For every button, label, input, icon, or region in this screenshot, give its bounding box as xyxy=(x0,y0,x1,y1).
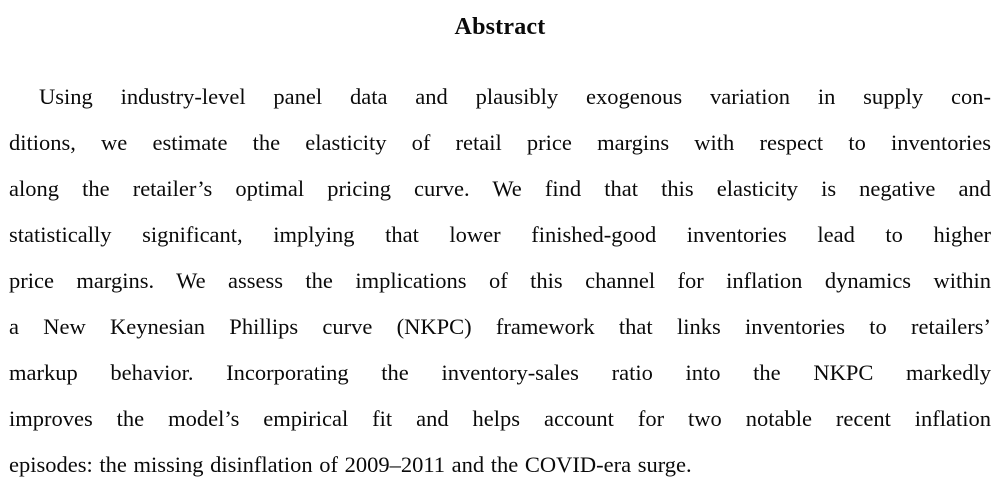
abstract-line: statistically significant, implying that… xyxy=(9,222,991,247)
abstract-line: along the retailer’s optimal pricing cur… xyxy=(9,176,991,201)
abstract-line: ditions, we estimate the elasticity of r… xyxy=(9,130,991,155)
abstract-line: a New Keynesian Phillips curve (NKPC) fr… xyxy=(9,314,991,339)
abstract-line: price margins. We assess the implication… xyxy=(9,268,991,293)
abstract-line: markup behavior. Incorporating the inven… xyxy=(9,360,991,385)
abstract-line: Using industry-level panel data and plau… xyxy=(39,84,991,109)
abstract-body: Using industry-level panel data and plau… xyxy=(9,74,991,484)
abstract-line: improves the model’s empirical fit and h… xyxy=(9,406,991,431)
abstract-heading: Abstract xyxy=(454,14,546,40)
abstract-line: episodes: the missing disinflation of 20… xyxy=(9,452,692,477)
